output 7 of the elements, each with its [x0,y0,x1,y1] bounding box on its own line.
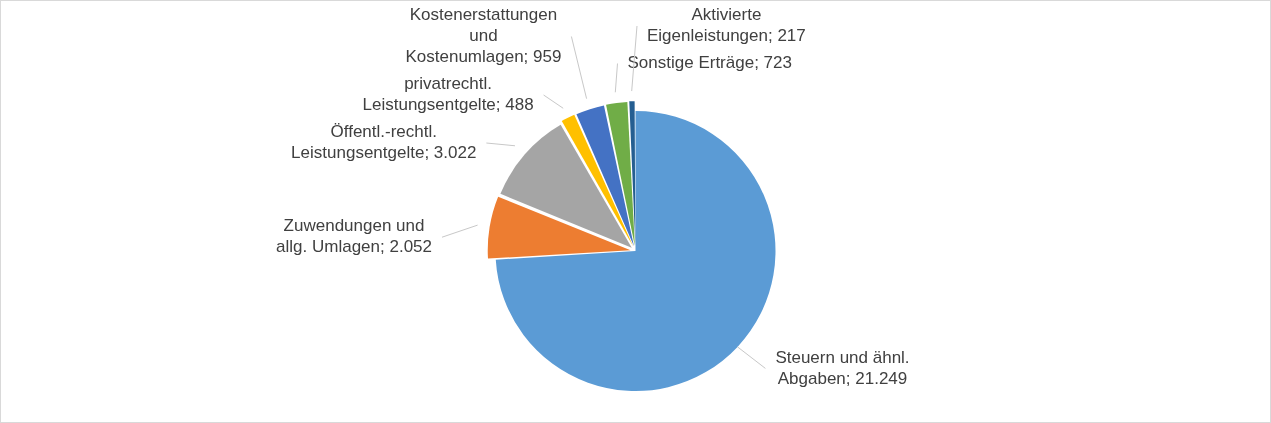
slice-label: Zuwendungen und allg. Umlagen; 2.052 [276,216,433,257]
slice-label: Sonstige Erträge; 723 [627,53,792,73]
slice-label: Öffentl.-rechtl. Leistungsentgelte; 3.022 [291,122,477,163]
slice-label: Aktivierte Eigenleistungen; 217 [646,5,806,46]
slice-label: Steuern und ähnl. Abgaben; 21.249 [775,347,910,388]
slice-label: privatrechtl. Leistungsentgelte; 488 [362,74,534,115]
slice-label: Kostenerstattungen und Kostenumlagen; 959 [405,5,562,67]
